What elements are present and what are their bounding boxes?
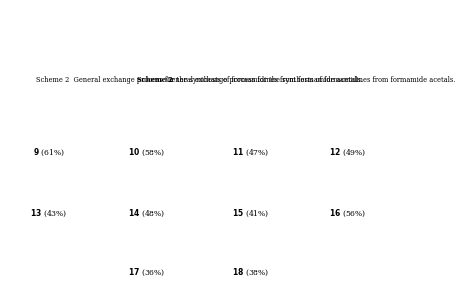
Text: $\mathbf{14}$ (48%): $\mathbf{14}$ (48%) [128, 207, 165, 219]
Text: $\mathbf{12}$ (49%): $\mathbf{12}$ (49%) [329, 146, 366, 158]
Text: $\mathbf{13}$ (43%): $\mathbf{13}$ (43%) [30, 207, 68, 219]
Text: Scheme 2  General exchange process for the synthesis of formamidines from formam: Scheme 2 General exchange process for th… [36, 76, 363, 84]
Text: $\mathbf{18}$ (38%): $\mathbf{18}$ (38%) [232, 266, 269, 278]
Text: $\mathbf{9}$ (61%): $\mathbf{9}$ (61%) [33, 146, 65, 158]
Text: Scheme 2: Scheme 2 [137, 76, 173, 84]
Text: $\mathbf{17}$ (36%): $\mathbf{17}$ (36%) [128, 266, 165, 278]
Text: $\mathbf{11}$ (47%): $\mathbf{11}$ (47%) [231, 146, 269, 158]
Text: $\mathbf{10}$ (58%): $\mathbf{10}$ (58%) [128, 146, 165, 158]
Text: $\mathbf{15}$ (41%): $\mathbf{15}$ (41%) [231, 207, 269, 219]
Text: General exchange process for the synthesis of formamidines from formamide acetal: General exchange process for the synthes… [166, 76, 456, 84]
Text: $\mathbf{16}$ (56%): $\mathbf{16}$ (56%) [329, 207, 366, 219]
